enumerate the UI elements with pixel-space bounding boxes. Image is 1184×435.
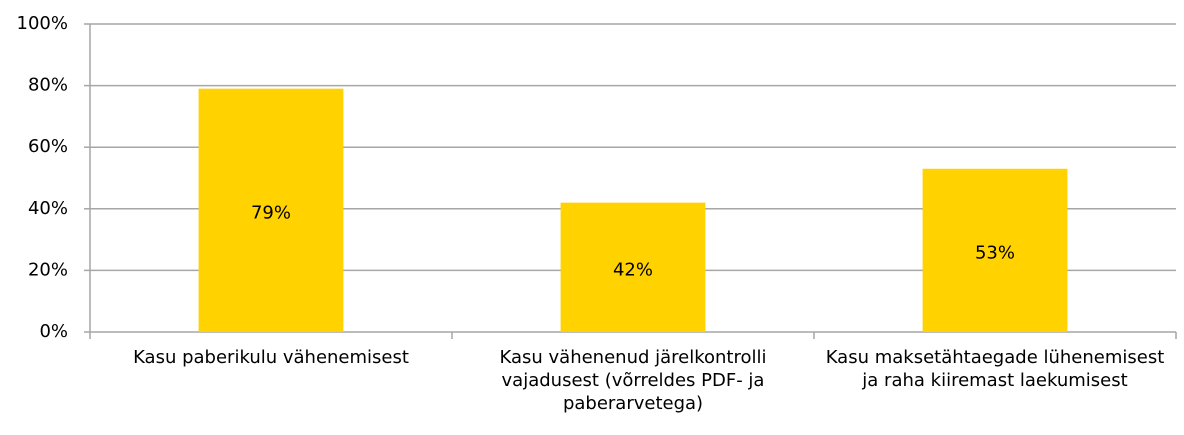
bar bbox=[198, 88, 344, 333]
bar bbox=[560, 202, 706, 332]
x-tick-label: Kasu paberikulu vähenemisest bbox=[133, 347, 409, 368]
value-label: 42% bbox=[613, 259, 653, 280]
y-tick-label: 0% bbox=[39, 321, 68, 342]
x-tick-label: Kasu maksetähtaegade lühenemisest ja rah… bbox=[825, 347, 1165, 391]
x-tick-label: Kasu vähenenud järelkontrolli vajadusest… bbox=[499, 347, 767, 414]
value-label: 53% bbox=[975, 242, 1015, 263]
y-tick-label: 60% bbox=[28, 136, 68, 157]
y-tick-label: 80% bbox=[28, 75, 68, 96]
bar bbox=[922, 168, 1068, 332]
y-tick-label: 20% bbox=[28, 259, 68, 280]
y-tick-label: 100% bbox=[17, 13, 68, 34]
value-label: 79% bbox=[251, 202, 291, 223]
y-tick-label: 40% bbox=[28, 198, 68, 219]
